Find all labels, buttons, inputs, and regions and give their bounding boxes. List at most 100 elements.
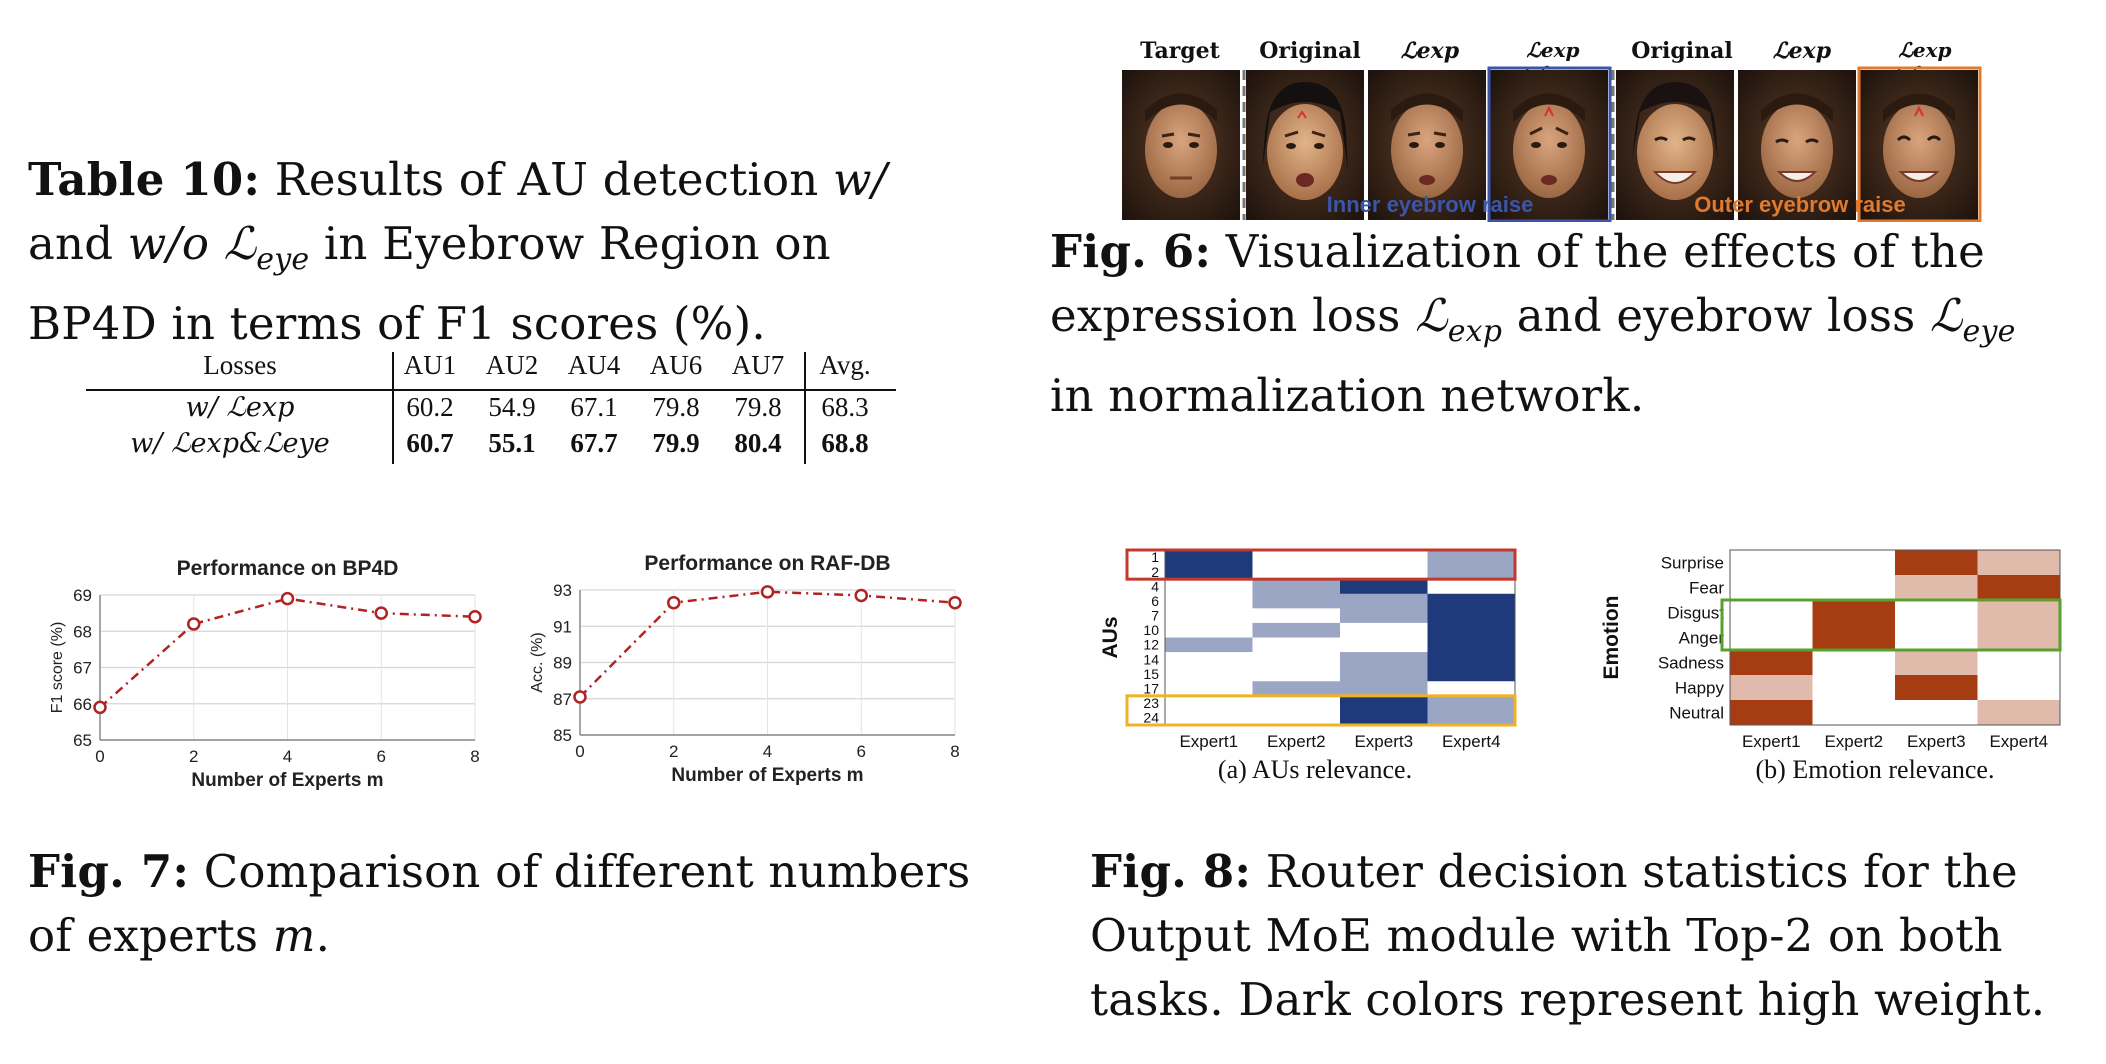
fig6-caption-lexp: ℒexp: [1415, 289, 1503, 349]
data-point: [374, 606, 388, 620]
fig7-caption-text: of experts: [28, 909, 273, 962]
heatmap-cell: [1340, 637, 1428, 653]
table-row: w/ ℒexp 60.2 54.9 67.1 79.8 79.8 68.3: [80, 392, 880, 430]
data-point: [187, 617, 201, 631]
table-header-row: Losses AU1 AU2 AU4 AU6 AU7 Avg.: [80, 350, 880, 388]
table-vline-1: [392, 352, 394, 464]
heatmap-cell: [1165, 564, 1253, 580]
row-label: Neutral: [1669, 703, 1724, 722]
fig6-group-label-inner: Inner eyebrow raise: [1326, 192, 1534, 217]
y-tick-label: 85: [553, 726, 572, 745]
table-cell: 67.7: [570, 428, 618, 458]
series-line: [579, 590, 956, 698]
face-tile-lexp-1: [1368, 70, 1486, 220]
row-label: 17: [1143, 680, 1159, 696]
fig6-group-label-outer: Outer eyebrow raise: [1694, 192, 1906, 217]
heatmap-cell: [1165, 608, 1253, 624]
heatmap-cell: [1730, 625, 1813, 651]
heatmap-cell: [1730, 700, 1813, 726]
row-label: 4: [1151, 578, 1159, 594]
heatmap-cell: [1895, 550, 1978, 576]
y-tick-label: 87: [553, 690, 572, 709]
heatmap-cell: [1165, 710, 1253, 726]
table-cell: 67.1: [570, 392, 618, 422]
heatmap-cell: [1340, 622, 1428, 638]
table-header-avg: Avg.: [819, 350, 871, 380]
fig8-caption-text: Router decision statistics for the: [1265, 845, 2018, 898]
table10-caption-and: and: [28, 217, 128, 270]
heatmap-cell: [1427, 652, 1516, 668]
heatmap-cell: [1252, 666, 1341, 682]
face-tile-target: [1122, 70, 1240, 220]
heatmap-cell: [1895, 675, 1978, 701]
fig6-caption-line1: Fig. 6: Visualization of the effects of …: [1050, 220, 2080, 284]
fig6-figure: Target Original ℒexp ℒexp +ℒeye Original…: [1120, 32, 2020, 222]
fig8-caption-label: Fig. 8:: [1090, 845, 1252, 898]
heatmap-cell: [1252, 622, 1341, 638]
table10-caption-text2: in Eyebrow Region on: [309, 217, 831, 270]
table-cell: 68.3: [821, 392, 869, 422]
chart-rafdb: Performance on RAF-DB 85 87 89 91 93 0 2 4 6 8 Numb…: [529, 552, 962, 786]
fig6-caption-line2: expression loss ℒexp and eyebrow loss ℒe…: [1050, 284, 2080, 364]
heatmap-cell: [1165, 579, 1253, 595]
row-label: 14: [1143, 651, 1159, 667]
col-label: Expert4: [1989, 732, 2048, 751]
table10: Losses AU1 AU2 AU4 AU6 AU7 Avg. w/ ℒexp …: [80, 350, 900, 470]
x-tick-label: 4: [763, 742, 772, 761]
x-axis-label: Number of Experts m: [671, 765, 863, 786]
heatmap-cell: [1340, 681, 1428, 697]
fig6-caption-text: expression loss: [1050, 289, 1416, 342]
x-tick-label: 6: [377, 747, 386, 766]
heatmap-cell: [1977, 675, 2061, 701]
fig6-col-label: Original: [1631, 38, 1733, 64]
face-tile-lexp-leye-1: [1487, 66, 1612, 222]
x-tick-label: 0: [575, 742, 584, 761]
table-row-loss: w/ ℒexp&ℒeye: [130, 428, 330, 459]
heatmap-cell: [1252, 579, 1341, 595]
x-tick-label: 0: [95, 747, 104, 766]
table-header-au2: AU2: [485, 350, 539, 380]
fig7-caption-text: Comparison of different numbers: [203, 845, 971, 898]
fig6-caption-leye: ℒeye: [1929, 289, 2016, 349]
data-point: [948, 595, 962, 610]
x-tick-label: 8: [470, 747, 479, 766]
table10-caption-line3: BP4D in terms of F1 scores (%).: [28, 297, 766, 350]
table10-caption-wo: w/o: [127, 217, 210, 270]
col-label: Expert1: [1742, 732, 1801, 751]
heatmap-cell: [1730, 575, 1813, 601]
heatmap-cell: [1427, 695, 1516, 711]
heatmap-cell: [1730, 675, 1813, 701]
y-tick-label: 69: [73, 586, 92, 605]
chart-title: Performance on RAF-DB: [644, 552, 890, 575]
heatmap-cell: [1812, 600, 1896, 626]
heatmap-cell: [1340, 579, 1428, 595]
table10-caption-w: w/: [833, 153, 888, 206]
heatmap-cell: [1252, 608, 1341, 624]
row-label: 15: [1143, 666, 1159, 682]
row-label: 23: [1143, 695, 1159, 711]
fig7-caption: Fig. 7: Comparison of different numbers …: [28, 840, 1028, 968]
table-cell: 79.9: [652, 428, 700, 458]
heatmap-cell: [1977, 575, 2061, 601]
heatmap-cell: [1812, 675, 1896, 701]
row-label: 2: [1151, 564, 1159, 580]
y-axis-label: Emotion: [1600, 596, 1623, 680]
table-vline-2: [804, 352, 806, 464]
heatmap-cell: [1165, 550, 1253, 566]
heatmap-cell: [1165, 695, 1253, 711]
col-label: Expert2: [1824, 732, 1883, 751]
heatmap-cell: [1895, 575, 1978, 601]
table-header-losses: Losses: [203, 350, 277, 380]
table-header-au7: AU7: [731, 350, 785, 380]
face-tile-original-2: [1616, 70, 1734, 220]
heatmap-cell: [1730, 600, 1813, 626]
heatmap-cell: [1252, 652, 1341, 668]
y-tick-label: 93: [553, 581, 572, 600]
heatmap-cell: [1977, 700, 2061, 726]
heatmap-cell: [1895, 650, 1978, 676]
x-axis-label: Number of Experts m: [191, 770, 383, 791]
heatmap-cell: [1340, 564, 1428, 580]
table-header-au1: AU1: [403, 350, 457, 380]
highlight-box: [1125, 694, 1517, 727]
